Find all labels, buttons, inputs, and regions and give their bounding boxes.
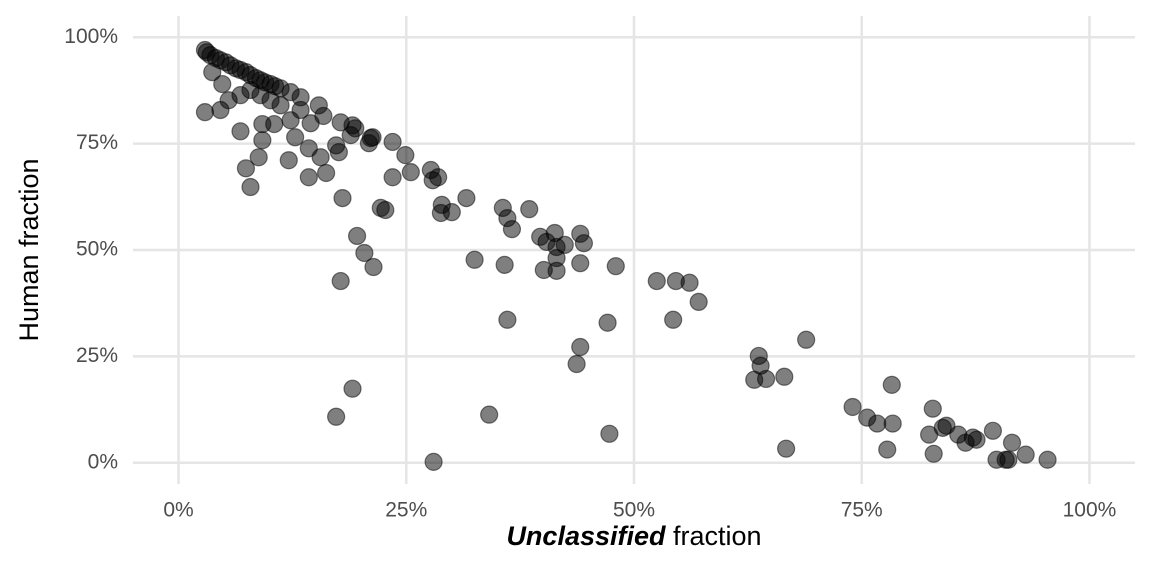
point <box>923 399 942 418</box>
point <box>383 132 402 152</box>
point <box>878 440 897 459</box>
point <box>383 168 402 187</box>
x-axis-title: Unclassified fraction <box>506 521 761 551</box>
point <box>376 200 395 220</box>
point <box>346 119 365 138</box>
point <box>347 226 367 246</box>
point <box>924 444 943 463</box>
point <box>301 114 320 133</box>
x-tick-label: 25% <box>385 499 427 522</box>
y-axis-title: Human fraction <box>14 158 44 341</box>
y-tick-label: 0% <box>88 450 118 473</box>
point <box>343 379 362 398</box>
point <box>756 369 776 389</box>
point <box>203 63 222 82</box>
point <box>520 200 539 219</box>
point <box>279 151 298 170</box>
point <box>689 292 708 312</box>
point <box>967 430 986 449</box>
x-tick-label: 100% <box>1063 499 1117 522</box>
x-tick-label: 50% <box>613 499 655 522</box>
point <box>333 188 352 208</box>
point <box>664 310 683 329</box>
x-axis-title-rest: fraction <box>673 521 762 551</box>
y-tick-label: 50% <box>76 238 118 261</box>
y-tick-label: 75% <box>76 131 118 154</box>
point <box>868 414 887 433</box>
point <box>396 146 415 165</box>
x-tick-label: 0% <box>163 499 193 522</box>
point <box>465 250 484 269</box>
point <box>1016 445 1035 464</box>
point <box>253 131 272 150</box>
point <box>498 310 517 329</box>
y-tick-label: 100% <box>64 25 118 48</box>
point <box>265 114 284 134</box>
point <box>775 367 794 386</box>
point <box>249 148 268 167</box>
point <box>571 337 590 357</box>
point <box>797 330 816 349</box>
point <box>286 128 305 147</box>
point <box>983 421 1002 440</box>
point <box>777 439 796 458</box>
point <box>355 243 374 263</box>
point <box>502 220 522 239</box>
x-tick-label: 75% <box>841 499 883 522</box>
point <box>574 234 594 253</box>
grid <box>133 16 1135 484</box>
point <box>213 74 232 94</box>
point <box>364 257 383 277</box>
point <box>567 354 586 374</box>
x-axis-title-emphasis: Unclassified <box>506 521 666 551</box>
point <box>327 407 346 426</box>
point <box>883 414 902 433</box>
point <box>363 128 382 147</box>
point <box>231 122 250 141</box>
point <box>1038 450 1057 469</box>
point <box>317 163 336 183</box>
points <box>195 40 1057 471</box>
point <box>1002 433 1022 452</box>
y-tick-label: 25% <box>76 344 118 367</box>
point <box>442 203 461 222</box>
point <box>843 397 862 417</box>
point <box>299 168 318 187</box>
point <box>429 168 448 187</box>
point <box>882 375 901 394</box>
point <box>327 136 346 155</box>
point <box>555 235 574 254</box>
point <box>534 260 553 280</box>
point <box>424 452 443 471</box>
point <box>680 273 699 292</box>
point <box>999 450 1018 469</box>
point <box>271 96 290 115</box>
point <box>480 405 499 424</box>
point <box>495 255 514 274</box>
point <box>311 148 330 167</box>
point <box>606 257 625 276</box>
point <box>571 254 590 273</box>
point <box>647 271 666 291</box>
point <box>291 100 310 120</box>
point <box>598 313 617 332</box>
point <box>457 188 476 208</box>
point <box>236 159 256 178</box>
point <box>401 163 420 182</box>
point <box>241 177 260 197</box>
point <box>600 424 619 443</box>
point <box>211 100 230 120</box>
point <box>195 103 215 122</box>
point <box>331 271 350 291</box>
